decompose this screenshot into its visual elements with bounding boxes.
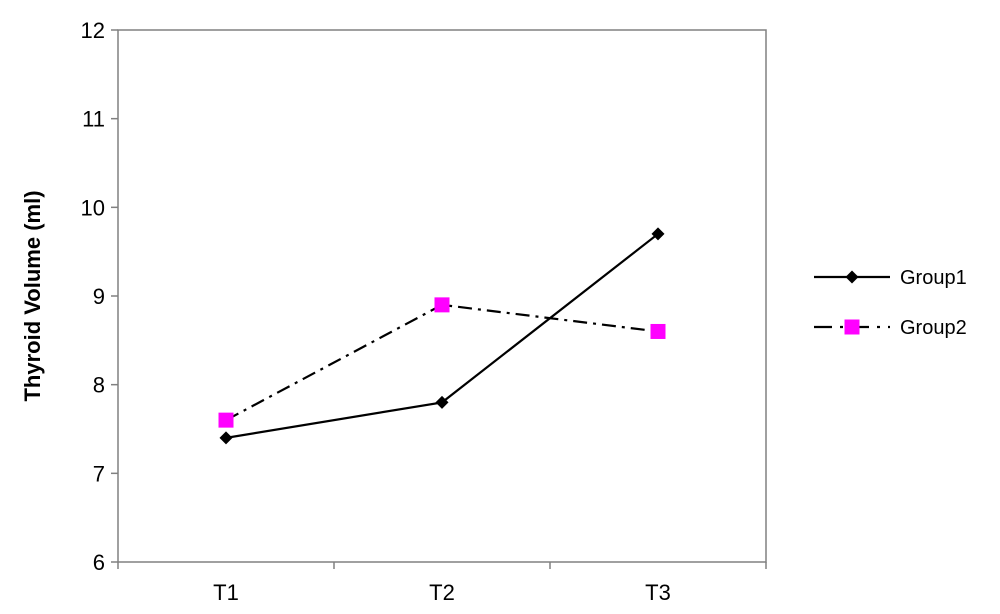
- legend-label: Group2: [900, 317, 967, 339]
- legend-item: Group2: [814, 317, 967, 339]
- y-tick-label: 12: [81, 18, 105, 43]
- series-group2: [218, 297, 666, 428]
- data-point: [650, 323, 666, 339]
- y-tick-label: 9: [93, 284, 105, 309]
- y-tick-label: 11: [82, 107, 105, 132]
- y-tick-label: 7: [93, 461, 105, 486]
- y-tick-label: 8: [93, 373, 105, 398]
- plot-area: [117, 29, 767, 563]
- y-tick-label: 6: [93, 550, 105, 575]
- x-tick-label: T1: [213, 580, 239, 605]
- legend-marker: [845, 270, 859, 284]
- y-axis-title: Thyroid Volume (ml): [20, 190, 45, 401]
- legend-item: Group1: [814, 267, 967, 289]
- x-axis: T1 T2 T3: [117, 562, 767, 605]
- x-tick-label: T3: [645, 580, 671, 605]
- data-point: [651, 227, 665, 241]
- data-point: [434, 297, 450, 313]
- series-layer: [218, 227, 666, 445]
- legend-label: Group1: [900, 267, 967, 289]
- data-point: [218, 412, 234, 428]
- data-point: [219, 431, 233, 445]
- data-point: [435, 395, 449, 409]
- y-axis: 6 7 8 9 10 11 12: [81, 18, 118, 575]
- legend: Group1 Group2: [814, 267, 967, 339]
- x-tick-label: T2: [429, 580, 455, 605]
- legend-marker: [844, 319, 860, 335]
- series-group1: [219, 227, 665, 445]
- y-tick-label: 10: [81, 195, 105, 220]
